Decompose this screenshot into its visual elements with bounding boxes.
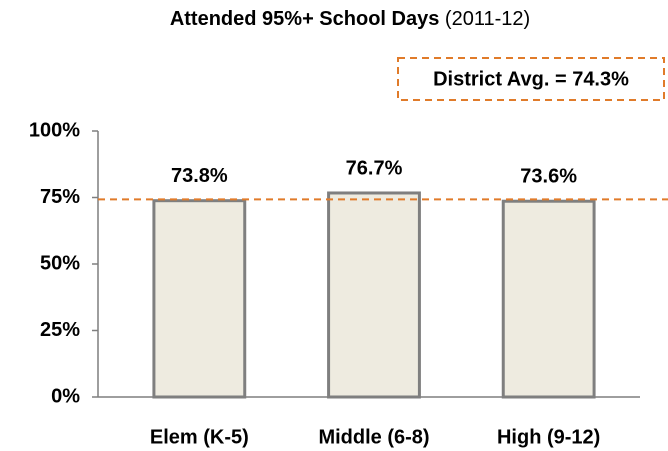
annotation: District Avg. = 74.3% [433,68,629,90]
y-tick-label: 50% [40,252,80,274]
y-tick-label: 75% [40,186,80,208]
bar [501,199,596,399]
chart-title: Attended 95%+ School Days [170,8,440,30]
value-label: 76.7% [346,157,403,179]
y-tick-label: 25% [40,319,80,341]
bar [327,191,421,399]
chart-title-note: (2011-12) [445,8,530,30]
x-tick-label: Elem (K-5) [150,426,249,448]
value-label: 73.6% [520,166,577,188]
x-tick-label: Middle (6-8) [318,426,429,448]
chart-title-group: Attended 95%+ School Days (2011-12) [170,8,530,30]
x-tick-label: High (9-12) [497,426,600,448]
y-tick-label: 100% [29,119,80,141]
value-label: 73.8% [171,165,228,187]
y-tick-label: 0% [51,385,80,407]
annotation-box [397,57,665,101]
bar [152,199,247,399]
